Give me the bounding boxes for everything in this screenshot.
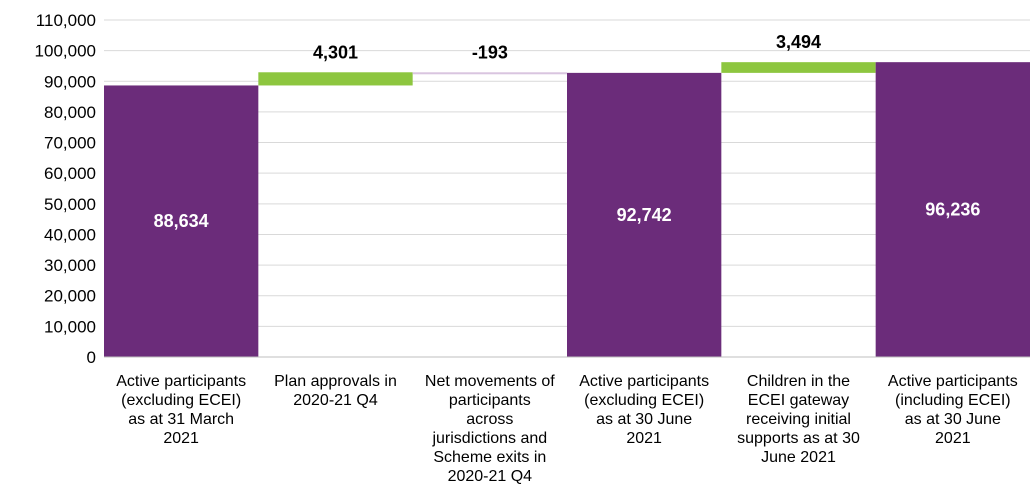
y-tick-label: 50,000 xyxy=(44,195,96,214)
category-label-line: 2021 xyxy=(935,430,971,447)
category-label-line: Net movements of xyxy=(425,373,555,390)
data-label: -193 xyxy=(472,42,508,62)
y-tick-label: 20,000 xyxy=(44,287,96,306)
y-tick-label: 30,000 xyxy=(44,256,96,275)
category-label: Children in the ECEI gateway receiving ini… xyxy=(737,373,860,466)
category-label-line: as at 31 March xyxy=(128,411,234,428)
y-tick-label: 100,000 xyxy=(35,42,96,61)
category-label-line: 2021 xyxy=(163,430,199,447)
category-label: Active participants (excluding ECEI) as at… xyxy=(116,373,246,447)
y-tick-label: 90,000 xyxy=(44,72,96,91)
data-label: 4,301 xyxy=(313,42,358,62)
change-bar xyxy=(412,72,567,75)
category-label-line: Active participants xyxy=(579,373,709,390)
y-tick-label: 60,000 xyxy=(44,164,96,183)
category-label-line: (excluding ECEI) xyxy=(121,392,241,409)
category-label-line: receiving initial xyxy=(746,411,851,428)
category-label-line: 2020-21 Q4 xyxy=(448,468,533,485)
category-label-line: (including ECEI) xyxy=(895,392,1011,409)
category-label-line: Active participants xyxy=(116,373,246,390)
y-tick-label: 0 xyxy=(87,348,96,367)
category-label-line: as at 30 June xyxy=(596,411,692,428)
category-label-line: Active participants xyxy=(888,373,1018,390)
total-bar xyxy=(104,85,259,358)
data-label: 88,634 xyxy=(154,211,209,231)
category-label-line: as at 30 June xyxy=(905,411,1001,428)
category-label: Plan approvals in 2020-21 Q4 xyxy=(274,373,397,409)
y-tick-label: 110,000 xyxy=(36,11,96,30)
y-tick-label: 40,000 xyxy=(44,225,96,244)
category-label: Active participants (excluding ECEI) as at… xyxy=(579,373,709,447)
change-bar xyxy=(721,62,876,73)
category-label-line: participants xyxy=(449,392,531,409)
data-label: 92,742 xyxy=(617,205,672,225)
category-label-line: across xyxy=(466,411,513,428)
labels: 0 10,000 20,000 30,000 40,000 50,000 60,000 70,… xyxy=(35,11,1018,485)
category-label: Active participants (including ECEI) as at… xyxy=(888,373,1018,447)
category-label-line: (excluding ECEI) xyxy=(584,392,704,409)
data-label: 96,236 xyxy=(925,200,980,220)
category-label-line: 2020-21 Q4 xyxy=(293,392,378,409)
y-tick-label: 80,000 xyxy=(44,103,96,122)
category-label-line: supports as at 30 xyxy=(737,430,860,447)
category-label-line: ECEI gateway xyxy=(748,392,849,409)
category-label-line: Children in the xyxy=(747,373,850,390)
category-label-line: Scheme exits in xyxy=(433,449,546,466)
total-bar xyxy=(875,62,1030,357)
y-tick-label: 10,000 xyxy=(44,317,96,336)
category-label-line: jurisdictions and xyxy=(431,430,547,447)
category-label-line: 2021 xyxy=(626,430,662,447)
total-bar xyxy=(567,72,722,357)
y-tick-label: 70,000 xyxy=(44,134,96,153)
change-bar xyxy=(258,72,413,86)
data-label: 3,494 xyxy=(776,32,821,52)
category-label: Net movements of participants across jurisd… xyxy=(425,373,555,485)
bars xyxy=(104,62,1030,358)
category-label-line: June 2021 xyxy=(761,449,836,466)
category-label-line: Plan approvals in xyxy=(274,373,397,390)
